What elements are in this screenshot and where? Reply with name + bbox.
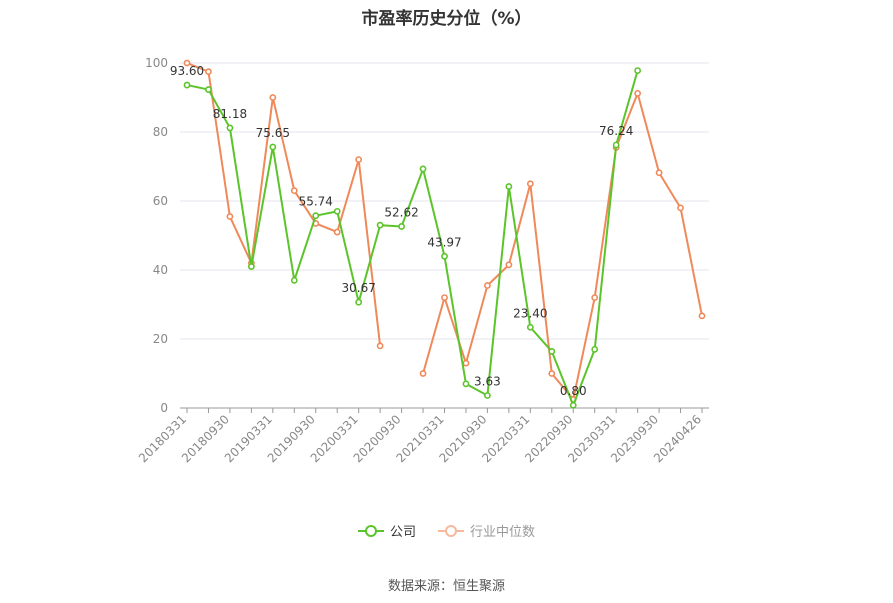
legend: 公司 行业中位数 (0, 521, 893, 540)
series-point-0 (569, 401, 577, 409)
series-point-1 (548, 370, 556, 377)
series-point-0 (526, 323, 534, 331)
series-point-0 (183, 81, 191, 89)
source-note: 数据来源：恒生聚源 (387, 579, 505, 594)
series-point-0 (441, 252, 448, 260)
y-tick-label: 40 (153, 263, 168, 277)
data-label: 76.24 (599, 124, 633, 138)
series-point-1 (205, 68, 212, 76)
series-point-0 (419, 165, 427, 173)
data-label: 3.63 (474, 374, 501, 388)
series-point-1 (419, 370, 427, 377)
series-point-0 (269, 143, 277, 151)
series-point-0 (226, 124, 234, 132)
series-point-0 (312, 212, 320, 220)
series-point-1 (698, 312, 706, 320)
y-tick-label: 100 (145, 56, 168, 70)
series-point-1 (484, 282, 491, 289)
series-point-1 (591, 294, 599, 301)
data-label: 43.97 (427, 235, 461, 249)
chart-title: 市盈率历史分位（%） (361, 9, 532, 29)
series-point-1 (634, 89, 642, 97)
series-point-1 (462, 359, 470, 367)
data-label: 55.74 (299, 195, 333, 209)
data-label: 75.65 (256, 126, 290, 140)
data-label: 93.60 (170, 64, 204, 78)
y-tick-label: 80 (153, 125, 168, 139)
data-labels: 93.60 81.18 75.65 55.74 30.67 52.62 43.97 3.63 2… (170, 64, 634, 398)
legend-item-industry[interactable]: 行业中位数 (438, 521, 535, 540)
series-point-0 (205, 86, 212, 93)
series-line-1 (186, 62, 382, 347)
legend-item-company[interactable]: 公司 (357, 521, 416, 540)
series-point-1 (655, 169, 663, 177)
series-point-0 (634, 67, 642, 74)
y-tick-label: 0 (160, 401, 168, 415)
series-point-1 (505, 261, 513, 269)
series-point-0 (290, 276, 298, 284)
y-tick-label: 20 (153, 332, 168, 346)
y-tick-label: 60 (153, 194, 168, 208)
series-point-0 (333, 207, 341, 215)
series-point-0 (591, 345, 599, 353)
series-point-1 (269, 94, 277, 101)
series-point-1 (441, 294, 448, 301)
series-point-0 (376, 221, 384, 229)
data-label: 81.18 (213, 107, 247, 121)
series-point-1 (677, 204, 684, 212)
series-line-1 (422, 92, 703, 401)
series-point-0 (247, 263, 255, 270)
series-point-0 (398, 223, 405, 230)
series-point-0 (355, 298, 363, 306)
series-point-1 (355, 156, 363, 163)
series-point-1 (226, 213, 234, 220)
data-label: 23.40 (513, 306, 547, 320)
data-label: 52.62 (384, 205, 418, 219)
series-point-1 (376, 342, 384, 350)
legend-industry-marker (438, 524, 464, 537)
series-point-0 (505, 183, 513, 190)
series-point-0 (462, 380, 470, 388)
series-point-0 (548, 348, 556, 355)
series-point-0 (612, 141, 620, 149)
legend-industry-label: 行业中位数 (470, 525, 536, 540)
legend-company-marker (357, 524, 384, 537)
series-point-0 (484, 392, 491, 399)
data-label: 0.80 (560, 384, 587, 398)
series (183, 59, 706, 409)
legend-company-label: 公司 (389, 525, 416, 540)
series-point-1 (290, 187, 298, 195)
series-point-1 (333, 228, 341, 236)
series-point-1 (183, 59, 191, 67)
series-point-1 (526, 180, 534, 188)
series-line-0 (186, 70, 639, 407)
data-label: 30.67 (341, 281, 375, 295)
